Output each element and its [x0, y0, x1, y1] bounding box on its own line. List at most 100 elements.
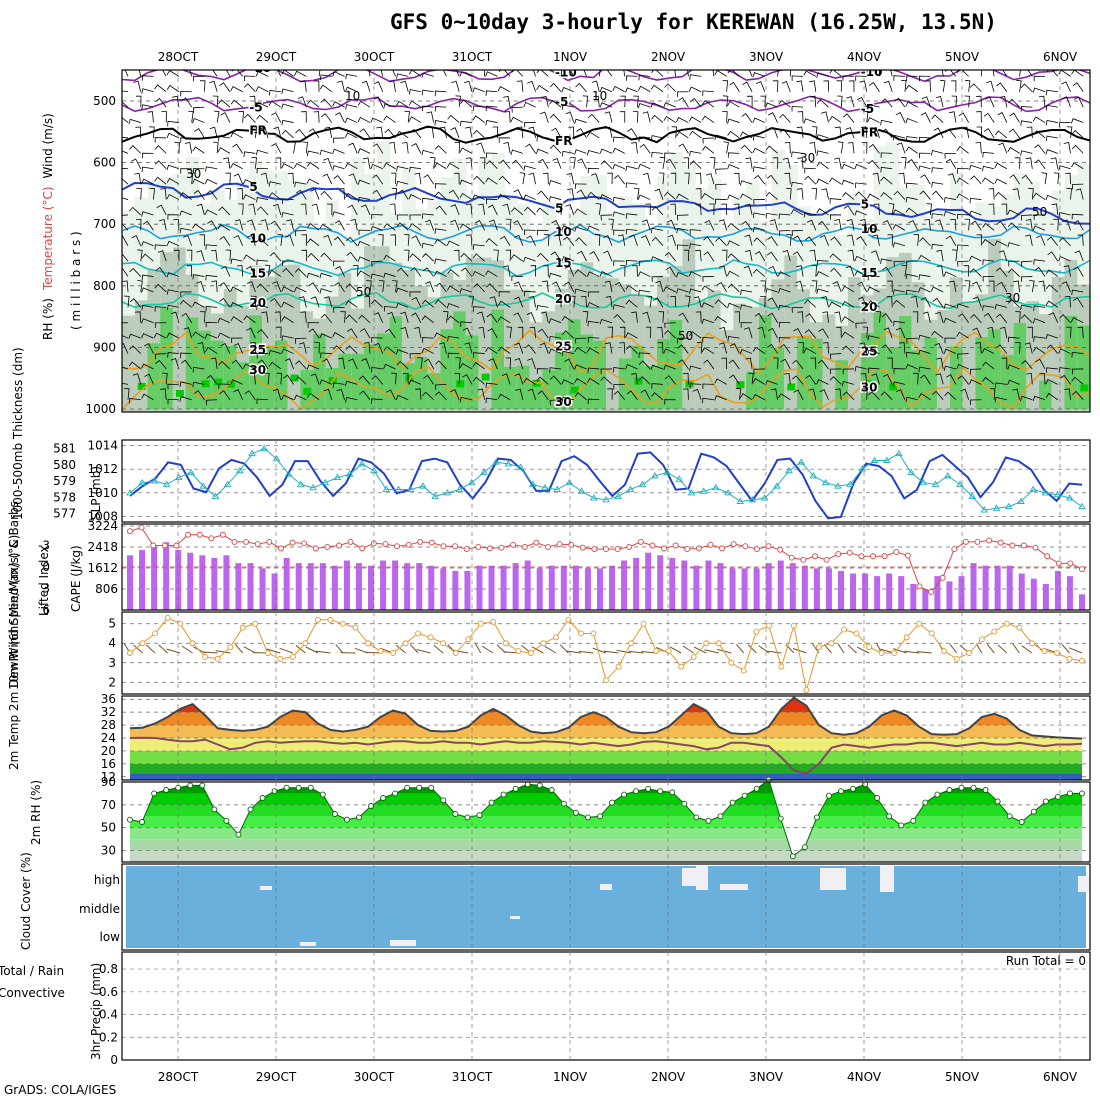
li-line-marker: [1044, 553, 1051, 560]
wind-barb: [481, 645, 494, 654]
wind-barb: [154, 244, 167, 250]
wind-barb: [527, 358, 536, 370]
wind-barb: [473, 352, 485, 358]
rh-fill: [478, 257, 493, 412]
wind-barb: [373, 312, 384, 323]
cape-bar: [837, 570, 844, 610]
wind-barb: [395, 349, 409, 355]
cape-bar: [428, 565, 435, 610]
wind-barb: [867, 367, 880, 374]
wind-barb: [816, 150, 829, 156]
wind-barb: [334, 220, 345, 231]
wind-barb: [1034, 266, 1046, 277]
thickness-line-marker: [870, 456, 879, 463]
wind-barb: [727, 302, 740, 309]
wind-barb: [638, 289, 651, 296]
wind-barb: [1048, 312, 1059, 323]
thickness-line-marker: [907, 468, 915, 475]
wind-barb: [612, 367, 625, 373]
wind-barb: [230, 379, 243, 385]
top-date-label: 28OCT: [158, 50, 199, 64]
wind-barb: [1008, 260, 1020, 267]
wind-barb: [936, 249, 944, 262]
wind-barb: [829, 368, 842, 375]
wind-barb: [984, 96, 995, 108]
wind-barb: [719, 326, 728, 339]
wind-barb: [1045, 89, 1058, 96]
wind-barb: [841, 179, 855, 186]
wind-barb: [536, 70, 549, 77]
wind-barb: [918, 287, 931, 293]
wind-barb: [957, 168, 969, 174]
wind-barb: [842, 391, 855, 401]
wind-barb: [1036, 235, 1046, 246]
wind-barb: [1032, 395, 1046, 402]
wind-barb: [1012, 188, 1020, 200]
wind-barb: [663, 348, 676, 354]
wind-barb: [918, 274, 931, 280]
li-line-marker: [661, 545, 667, 552]
wind-barb: [1046, 367, 1058, 373]
wind-barb: [1059, 122, 1071, 128]
rh-fill: [211, 340, 225, 409]
rh-fill: [1013, 322, 1028, 409]
wind-barb: [920, 297, 931, 308]
wind-barb: [829, 198, 842, 204]
wind-barb: [882, 373, 893, 385]
wind-barb: [1064, 388, 1071, 400]
wind-barb: [577, 250, 587, 262]
wind-barb: [434, 191, 447, 200]
wind-barb: [883, 80, 893, 92]
wind-barb: [413, 326, 422, 339]
wind-barb: [322, 358, 333, 370]
wind-barb: [548, 179, 562, 186]
wind-barb: [1008, 98, 1020, 108]
wind-barb: [678, 97, 689, 108]
wind-barb: [320, 352, 332, 359]
wind-speed-line-marker: [790, 622, 797, 629]
wind-barb: [392, 70, 396, 77]
wind-barb: [389, 141, 396, 154]
li-line-marker: [185, 531, 191, 538]
wind-barb: [651, 206, 664, 216]
profile-ylabel-part: Temperature (°C): [41, 186, 55, 291]
wind-barb: [308, 128, 320, 139]
wind-speed-line-marker: [815, 644, 822, 651]
wind-barb: [881, 344, 893, 354]
rh-line-marker: [488, 799, 495, 806]
cloud-gap: [1078, 876, 1090, 892]
wind-barb: [460, 99, 473, 108]
li-line-marker: [161, 542, 168, 549]
wind-barb: [781, 80, 791, 92]
wind-barb: [969, 255, 982, 262]
wind-barb: [905, 196, 918, 203]
wind-barb: [988, 188, 995, 200]
wind-barb: [587, 131, 600, 139]
wind-barb: [867, 349, 880, 356]
wind-barb: [537, 390, 549, 400]
li-line-marker: [173, 542, 180, 549]
wind-barb: [638, 352, 651, 358]
li-line-marker: [277, 545, 284, 552]
wind-barb: [650, 135, 664, 141]
wind-barb: [409, 166, 422, 173]
thickness-line-marker: [1004, 502, 1013, 510]
wind-barb: [337, 357, 345, 370]
wind-barb: [752, 394, 766, 401]
wind-barb: [804, 167, 816, 174]
li-tick-label: 0: [42, 560, 50, 574]
thickness-line-marker: [492, 458, 500, 465]
wind-barb: [536, 136, 549, 142]
wind-barb: [423, 358, 435, 370]
wind-barb: [459, 223, 473, 231]
rh-line-marker: [476, 812, 483, 819]
slp-tick-label: 1012: [87, 462, 118, 476]
wind-barb: [425, 281, 435, 293]
wind-barb: [561, 225, 574, 231]
wind-barb: [688, 116, 702, 123]
wind-barb: [1058, 165, 1071, 171]
wind-barb: [998, 142, 1008, 154]
li-line-marker: [719, 545, 726, 552]
wind-barb: [332, 71, 345, 77]
wind-barb: [318, 70, 321, 77]
